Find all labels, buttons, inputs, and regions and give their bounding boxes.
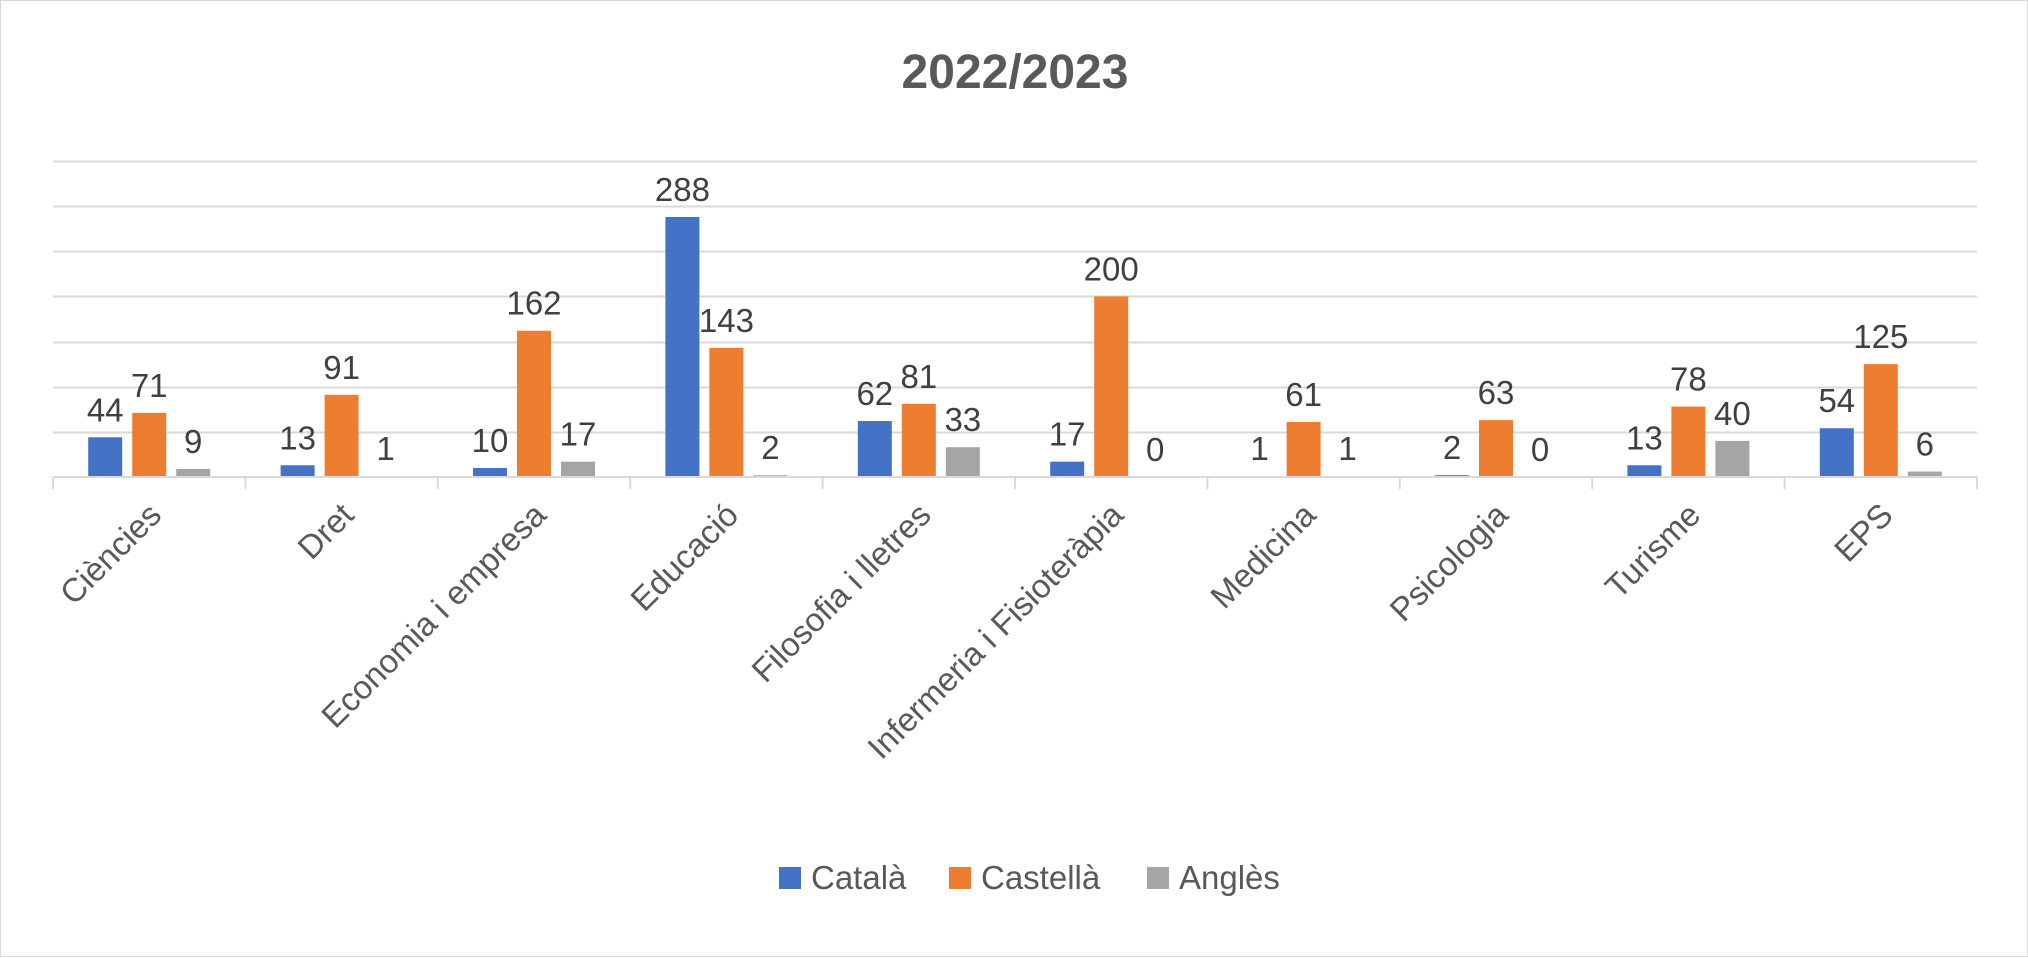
bar [561, 461, 595, 477]
legend-swatch [949, 867, 971, 889]
gridlines [53, 160, 1977, 434]
x-tick-label: Educació [623, 496, 745, 618]
bar [280, 465, 315, 477]
data-label: 91 [323, 349, 360, 386]
bar [1819, 428, 1854, 477]
data-label: 0 [1531, 431, 1549, 468]
x-tick-label: Psicologia [1382, 495, 1515, 628]
x-tick-label: Ciències [52, 496, 168, 612]
data-label: 288 [655, 171, 710, 208]
bar [132, 412, 167, 477]
legend-swatch [779, 867, 801, 889]
bar [665, 216, 700, 477]
legend-label: Castellà [981, 859, 1101, 896]
data-label: 71 [131, 367, 168, 404]
legend-label: Català [811, 859, 907, 896]
data-label: 17 [560, 416, 597, 453]
data-label: 33 [944, 401, 981, 438]
data-label: 40 [1714, 395, 1751, 432]
bar [1907, 471, 1942, 477]
data-label: 1 [376, 430, 394, 467]
data-label: 81 [900, 358, 937, 395]
chart-title: 2022/2023 [902, 46, 1129, 99]
bar [1863, 364, 1898, 477]
legend-label: Anglès [1179, 859, 1280, 896]
data-label: 54 [1818, 382, 1855, 419]
data-label: 2 [1443, 429, 1461, 466]
bar [945, 447, 980, 477]
data-label: 62 [856, 375, 893, 412]
bar [1094, 296, 1129, 477]
data-label: 6 [1916, 426, 1934, 463]
bar [473, 467, 507, 477]
data-label: 1 [1338, 430, 1356, 467]
legend-swatch [1147, 867, 1169, 889]
x-tick-label: Filosofia i lletres [744, 496, 937, 689]
data-label: 61 [1285, 376, 1322, 413]
bar [1286, 421, 1321, 477]
data-label: 143 [699, 302, 754, 339]
data-label: 200 [1084, 250, 1139, 287]
bar [1479, 420, 1513, 477]
data-label: 63 [1478, 374, 1515, 411]
data-label: 44 [87, 391, 124, 428]
data-label: 162 [506, 285, 561, 322]
data-label: 1 [1250, 430, 1268, 467]
data-label: 10 [472, 422, 509, 459]
bar [324, 394, 359, 477]
bar [709, 347, 744, 477]
data-label: 78 [1670, 361, 1707, 398]
bar [176, 468, 211, 477]
data-label: 13 [279, 419, 316, 456]
data-label: 13 [1626, 419, 1663, 456]
bars [88, 216, 1942, 477]
data-label: 9 [184, 423, 202, 460]
bar [517, 330, 551, 477]
data-label: 17 [1049, 416, 1086, 453]
x-tick-label: Medicina [1203, 495, 1323, 615]
data-label: 125 [1853, 318, 1908, 355]
bar [1627, 465, 1662, 477]
bar [1715, 440, 1750, 477]
bar [1671, 406, 1706, 477]
data-label: 2 [761, 429, 779, 466]
bar [857, 421, 892, 477]
bar [88, 437, 123, 477]
x-tick-label: Turisme [1598, 496, 1708, 606]
x-tick-label: EPS [1827, 496, 1900, 569]
bar [901, 403, 936, 477]
legend: Català Castellà Anglès [779, 859, 1280, 896]
data-label: 0 [1146, 431, 1164, 468]
x-tick-label: Dret [290, 496, 360, 566]
bar [1050, 461, 1085, 477]
